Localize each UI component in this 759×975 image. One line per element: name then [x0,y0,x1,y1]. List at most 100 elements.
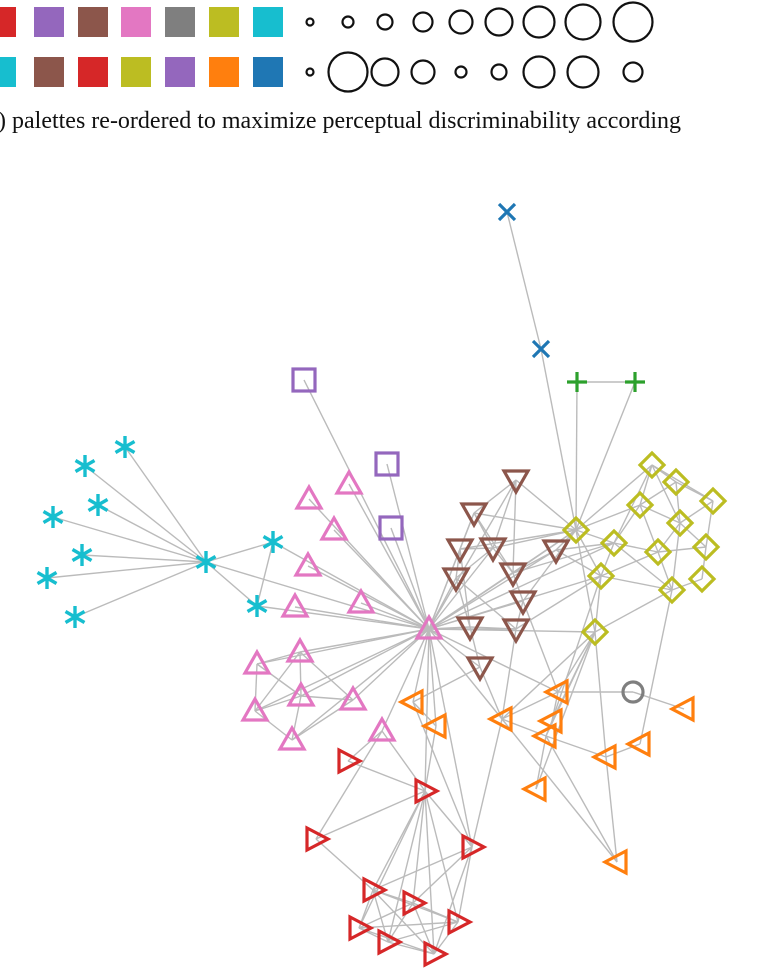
graph-edge [551,575,602,722]
node-gray-circle-c1 [621,680,645,704]
node-olive-diamond-o6 [665,508,695,538]
graph-edge [428,628,596,633]
graph-edge [522,600,559,693]
graph-edge [300,628,430,697]
graph-edge [613,542,659,553]
graph-edge [575,381,636,531]
graph-edge [386,463,430,630]
node-brown-triangle-down-d3 [445,538,475,565]
color-swatch-r2-1 [0,57,16,87]
network-graph [36,202,728,968]
graph-edge [360,602,430,630]
node-pink-triangle-up-t13 [367,715,397,742]
graph-edge [428,547,494,630]
node-pink-triangle-up-t10 [286,680,316,707]
node-pink-triangle-up-t3 [319,514,349,541]
size-swatch-r2-4 [410,59,436,85]
graph-edge [575,464,653,531]
graph-edge [540,348,577,531]
size-swatch-r1-9 [612,1,654,43]
node-orange-triangle-left-l6 [668,695,695,723]
graph-edge [348,483,430,630]
size-swatch-r2-6 [490,63,508,81]
graph-edge [294,606,430,630]
node-red-triangle-right-r10 [423,940,450,968]
node-orange-triangle-left-l8 [624,730,651,758]
graph-edge [205,541,274,563]
graph-edge [424,628,430,792]
graph-edge [657,551,673,591]
color-swatch-r1-4 [121,7,151,37]
graph-edge [639,464,653,506]
node-red-triangle-right-r7 [348,914,375,942]
node-pink-triangle-up-t9 [285,636,315,663]
node-cyan-asterisk-a9 [262,531,284,553]
node-pink-triangle-up-t5 [280,591,310,618]
size-swatch-r2-7 [522,55,556,89]
color-swatch-r1-1 [0,7,16,37]
graph-edge [428,549,557,630]
graph-edge [303,379,430,630]
graph-edge [412,628,430,703]
node-pink-triangle-up-t8 [242,648,272,675]
graph-edge [651,464,681,524]
node-purple-square-s3 [378,515,404,541]
graph-edge [600,542,615,577]
node-red-triangle-right-r8 [447,908,474,936]
node-orange-triangle-left-l9 [590,743,617,771]
node-pink-triangle-up-t7 [414,613,444,640]
graph-edge [575,381,578,531]
graph-edge [424,725,437,792]
node-pink-triangle-up-t2 [294,483,324,510]
node-olive-diamond-o13 [580,617,610,647]
size-swatch-r2-9 [622,61,644,83]
size-swatch-r2-2 [327,51,369,93]
graph-edges [46,211,714,955]
graph-edge [575,504,641,531]
node-olive-diamond-o3 [625,490,655,520]
graph-edge [315,730,383,840]
node-cyan-asterisk-a1 [114,436,136,458]
node-purple-square-s2 [374,451,400,477]
node-red-triangle-right-r4 [461,833,488,861]
graph-edge [299,651,302,697]
graph-edge [254,710,293,741]
node-olive-diamond-o11 [687,564,717,594]
node-brown-triangle-down-d4 [478,537,508,564]
graph-edge [46,561,207,579]
color-swatch-r2-4 [121,57,151,87]
size-swatch-r2-8 [566,55,600,89]
graph-edge [492,529,577,549]
color-swatch-r2-2 [34,57,64,87]
graph-edge [545,631,596,737]
graph-edge [74,561,207,618]
node-cyan-asterisk-a6 [36,567,58,589]
graph-edge [705,500,714,548]
size-swatch-r1-4 [412,11,434,33]
graph-edge [84,465,207,563]
node-orange-triangle-left-l11 [601,848,628,876]
graph-edge [535,631,596,790]
graph-edge [205,561,258,607]
node-orange-triangle-left-l10 [520,775,547,803]
color-swatch-r2-5 [165,57,195,87]
graph-edge [639,589,673,745]
node-brown-triangle-down-d10 [501,618,531,645]
graph-edge [315,790,426,840]
node-red-triangle-right-r3 [305,825,332,853]
node-pink-triangle-up-t4 [293,550,323,577]
node-pink-triangle-up-t11 [338,684,368,711]
graph-edge [390,527,430,630]
node-pink-triangle-up-t14 [277,724,307,751]
graph-edge [512,479,517,574]
graph-edge [594,631,607,758]
graph-edge [358,921,459,929]
color-swatch-r1-6 [209,7,239,37]
graph-edge [455,547,494,579]
node-olive-diamond-o1 [637,450,667,480]
graph-edge [372,889,459,923]
node-cyan-asterisk-a4 [42,506,64,528]
node-olive-diamond-o4 [698,486,728,516]
graph-edge [428,548,461,630]
graph-edge [657,546,707,553]
